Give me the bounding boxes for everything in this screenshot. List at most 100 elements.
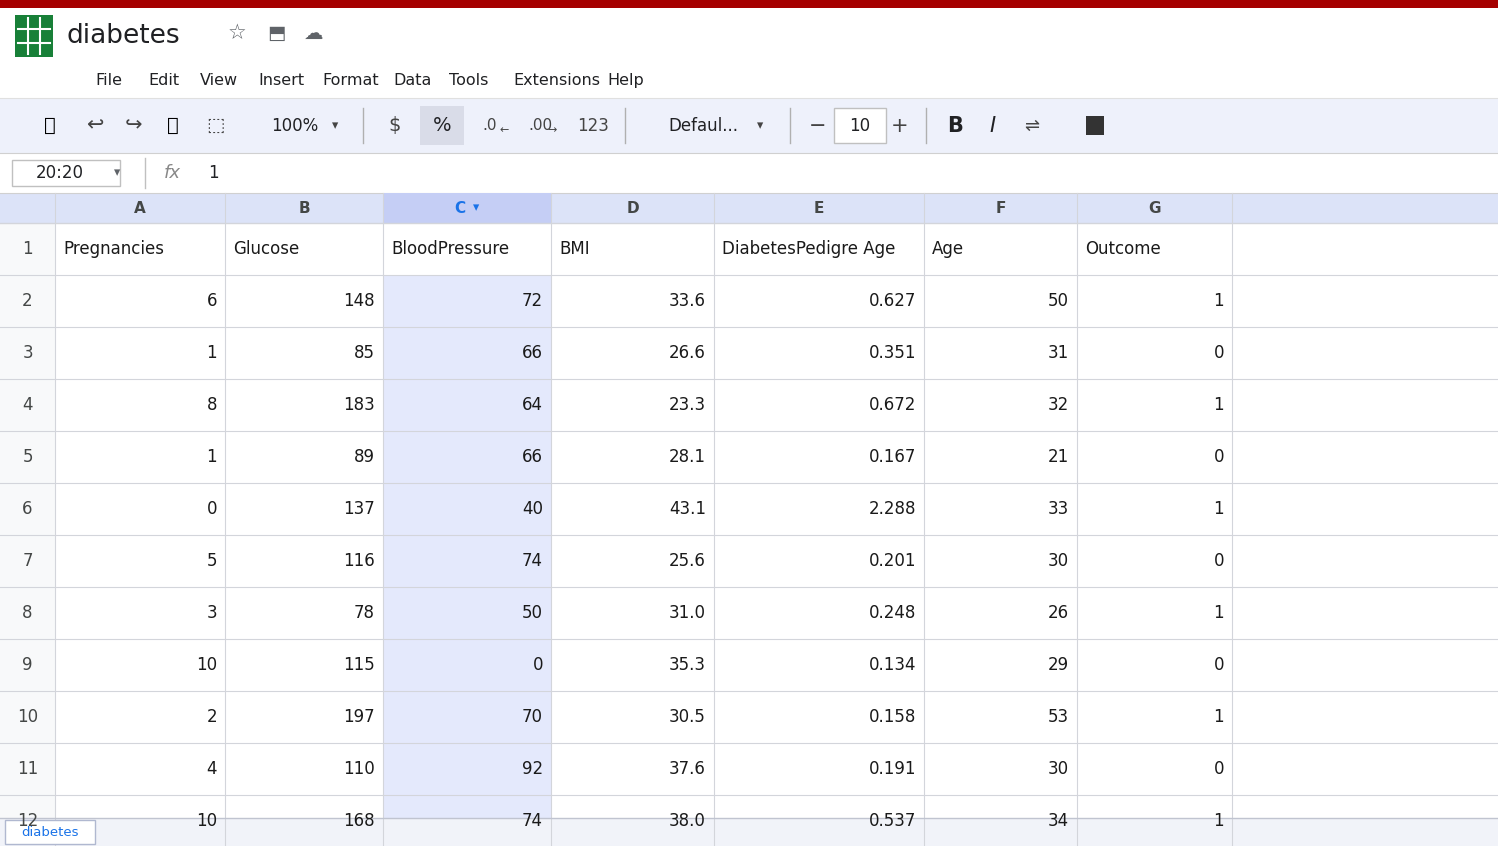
Bar [0,153,1498,193]
Text: I: I [990,116,996,135]
Text: Format: Format [322,73,379,88]
Bar [0,795,1498,846]
Bar [1086,116,1104,135]
Text: 1: 1 [208,164,219,182]
Text: View: View [201,73,238,88]
Bar [0,483,55,535]
Bar [0,327,1498,379]
Text: 10: 10 [849,117,870,135]
Text: Glucose: Glucose [234,240,300,258]
Text: 116: 116 [343,552,374,570]
Text: BloodPressure: BloodPressure [391,240,509,258]
Text: 29: 29 [1049,656,1070,674]
Bar [0,98,1498,153]
Text: 137: 137 [343,500,374,518]
Text: 26.6: 26.6 [670,344,706,362]
Bar [0,795,55,846]
Text: 10: 10 [196,812,217,830]
Text: 8: 8 [207,396,217,414]
Text: 40: 40 [521,500,542,518]
Text: DiabetesPedigre Age: DiabetesPedigre Age [722,240,896,258]
Text: 7: 7 [22,552,33,570]
Text: 0: 0 [1213,344,1224,362]
Text: 33: 33 [1047,500,1070,518]
Text: ☁: ☁ [304,24,324,43]
Text: 1: 1 [1213,812,1224,830]
Text: 2: 2 [22,292,33,310]
Bar [834,108,885,143]
Text: diabetes: diabetes [21,826,79,838]
Bar [0,639,1498,691]
Text: 115: 115 [343,656,374,674]
Text: 32: 32 [1047,396,1070,414]
Bar [383,639,551,691]
Bar [0,639,55,691]
Text: 1: 1 [1213,292,1224,310]
Text: 100%: 100% [271,117,319,135]
Text: 1: 1 [1213,708,1224,726]
Text: 0: 0 [207,500,217,518]
Text: 20:20: 20:20 [36,164,84,182]
Text: 8: 8 [22,604,33,622]
Text: fx: fx [163,164,180,182]
Bar [0,743,1498,795]
Text: ☆: ☆ [228,24,246,43]
Bar [0,587,55,639]
Text: ▾: ▾ [114,167,120,179]
Text: 23.3: 23.3 [670,396,706,414]
Text: 85: 85 [354,344,374,362]
Text: Tools: Tools [449,73,488,88]
Bar [0,193,55,223]
Bar [0,223,55,275]
Text: 50: 50 [1049,292,1070,310]
Text: 37.6: 37.6 [670,760,706,778]
Text: 30: 30 [1049,760,1070,778]
Text: 35.3: 35.3 [670,656,706,674]
Bar [383,483,551,535]
Text: File: File [94,73,121,88]
Bar [0,8,1498,63]
Text: 1: 1 [1213,500,1224,518]
Text: 5: 5 [207,552,217,570]
Text: 0: 0 [1213,448,1224,466]
Text: G: G [1149,201,1161,216]
Bar [0,587,1498,639]
Text: 11: 11 [16,760,37,778]
Text: 30.5: 30.5 [670,708,706,726]
Text: D: D [626,201,638,216]
Bar [0,327,55,379]
Text: 6: 6 [22,500,33,518]
Text: 43.1: 43.1 [670,500,706,518]
Bar [0,431,55,483]
Text: 1: 1 [1213,604,1224,622]
Text: C: C [454,201,466,216]
Text: 197: 197 [343,708,374,726]
Text: 33.6: 33.6 [670,292,706,310]
Bar [383,691,551,743]
Text: 0.248: 0.248 [869,604,915,622]
Text: 1: 1 [207,344,217,362]
Bar [0,535,55,587]
Bar [383,327,551,379]
Bar [0,431,1498,483]
Bar [0,743,55,795]
Text: Outcome: Outcome [1085,240,1161,258]
Bar [383,743,551,795]
Bar [383,535,551,587]
Bar [0,193,1498,223]
Bar [0,63,1498,98]
Text: $: $ [389,116,401,135]
Bar [383,431,551,483]
Text: +: + [891,116,909,135]
Bar [15,15,52,57]
Bar [4,820,94,844]
Bar [0,483,1498,535]
Text: ▾: ▾ [473,201,479,215]
Text: 123: 123 [577,117,610,135]
Text: 0: 0 [1213,760,1224,778]
Text: 28.1: 28.1 [670,448,706,466]
Text: 6: 6 [207,292,217,310]
Text: Age: Age [932,240,965,258]
Text: 0.201: 0.201 [869,552,915,570]
Text: 34: 34 [1049,812,1070,830]
